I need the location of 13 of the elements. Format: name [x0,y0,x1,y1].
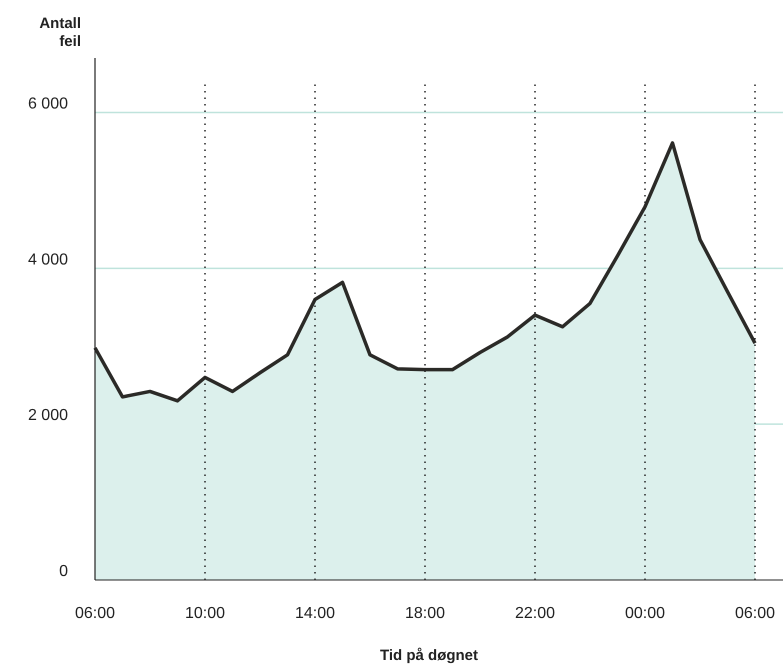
y-tick-label: 4 000 [28,251,68,268]
x-tick-label: 06:00 [74,605,116,622]
y-tick-label: 2 000 [28,407,68,424]
x-tick-label: 00:00 [624,605,666,622]
y-tick-label: 6 000 [28,96,68,113]
x-tick-label: 06:00 [734,605,776,622]
x-tick-label: 10:00 [184,605,226,622]
y-axis-title: Antall feil [39,15,81,50]
x-axis-title: Tid på døgnet [380,647,478,664]
x-tick-label: 14:00 [294,605,336,622]
x-tick-label: 18:00 [404,605,446,622]
x-tick-label: 22:00 [514,605,556,622]
y-tick-label: 0 [59,563,68,580]
